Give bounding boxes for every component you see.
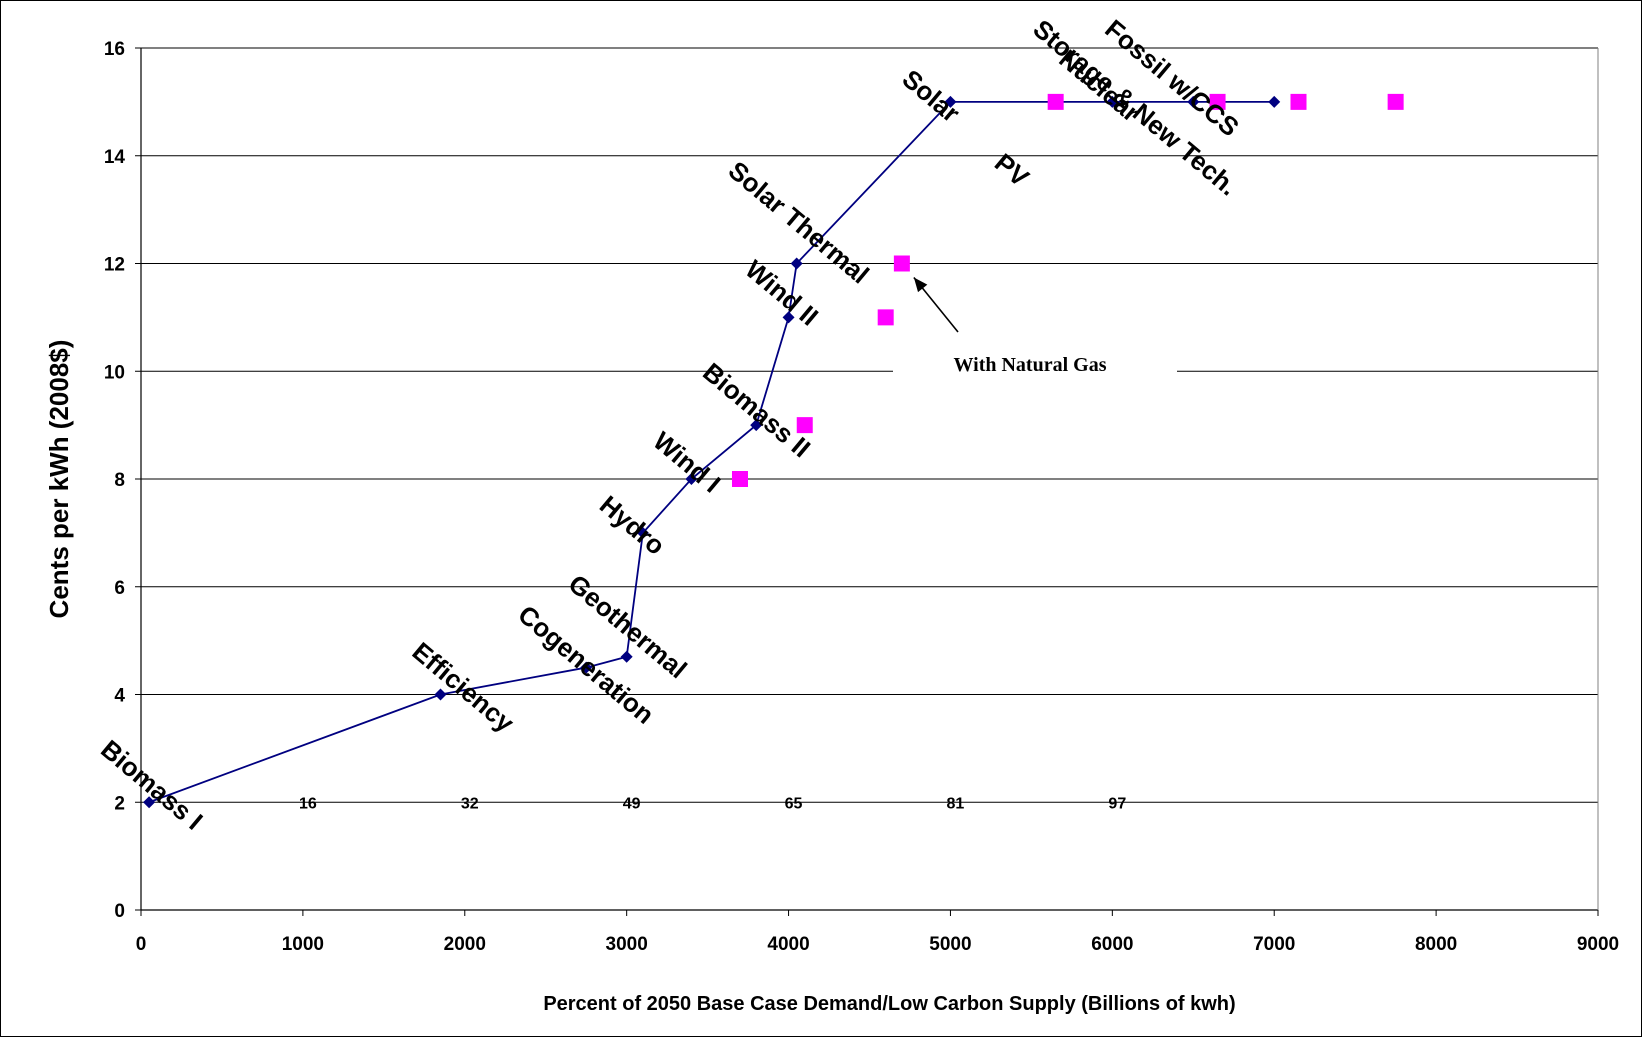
point-label: PV xyxy=(989,147,1035,193)
square-marker xyxy=(893,255,910,272)
square-marker xyxy=(877,309,894,326)
y-axis-title: Cents per kWh (2008$) xyxy=(44,340,74,619)
percent-label: 97 xyxy=(1108,795,1126,812)
y-tick-label: 8 xyxy=(114,470,125,491)
square-marker xyxy=(731,471,748,487)
y-tick-labels: 0 2 4 6 8 10 12 14 16 xyxy=(104,39,126,922)
y-tick-label: 4 xyxy=(114,686,125,707)
y-tick-label: 10 xyxy=(104,362,125,383)
point-label: Wind I xyxy=(648,426,727,499)
y-tick-label: 6 xyxy=(114,578,125,599)
diamond-marker xyxy=(1268,95,1281,108)
annotation: With Natural Gas xyxy=(893,276,1177,384)
y-tick-label: 12 xyxy=(104,255,125,276)
x-tick-label: 1000 xyxy=(282,934,324,955)
diamond-marker xyxy=(434,688,447,701)
diamond-marker xyxy=(685,473,698,485)
x-tick-label: 8000 xyxy=(1415,934,1457,955)
percent-label: 81 xyxy=(947,795,965,812)
diamond-marker xyxy=(620,650,633,663)
square-marker xyxy=(1047,93,1064,110)
y-tick-label: 0 xyxy=(114,901,125,922)
diamond-marker xyxy=(580,661,593,674)
percent-label: 16 xyxy=(299,795,317,812)
diamond-marker xyxy=(1106,95,1119,108)
diamond-marker xyxy=(782,311,795,324)
point-label: Hydro xyxy=(594,489,671,560)
percent-labels: 16 32 49 65 81 97 xyxy=(299,795,1126,812)
x-tick-labels: 0 1000 2000 3000 4000 5000 6000 7000 8000 9000 xyxy=(136,934,1619,955)
axes xyxy=(135,47,1599,916)
point-label: Biomass II xyxy=(697,357,816,464)
y-tick-label: 14 xyxy=(104,147,126,168)
square-marker xyxy=(796,417,813,434)
point-label: Solar xyxy=(897,63,966,128)
y-tick-label: 16 xyxy=(104,39,125,60)
callout-arrowhead xyxy=(913,277,928,293)
series-line xyxy=(148,100,1275,804)
x-tick-label: 6000 xyxy=(1091,934,1133,955)
diamond-marker xyxy=(143,796,156,809)
x-tick-label: 5000 xyxy=(929,934,971,955)
diamond-marker xyxy=(790,257,803,270)
diamond-marker xyxy=(1187,95,1200,108)
x-axis-title: Percent of 2050 Base Case Demand/Low Car… xyxy=(543,993,1235,1015)
y-tick-label: 2 xyxy=(114,793,125,814)
square-marker xyxy=(1387,93,1404,110)
markers xyxy=(143,93,1404,809)
x-tick-label: 3000 xyxy=(606,934,648,955)
x-tick-label: 7000 xyxy=(1253,934,1295,955)
percent-label: 65 xyxy=(785,795,803,812)
diamond-marker xyxy=(750,419,763,432)
gridlines xyxy=(141,47,1598,803)
point-label: Biomass I xyxy=(95,734,208,836)
percent-label: 32 xyxy=(461,795,479,812)
point-labels: Biomass IEfficiencyCogenerationGeotherma… xyxy=(95,13,1245,835)
callout-box xyxy=(893,342,1177,384)
x-tick-label: 2000 xyxy=(444,934,486,955)
x-tick-label: 4000 xyxy=(767,934,809,955)
square-marker xyxy=(1209,93,1226,110)
point-label: Wind II xyxy=(740,254,824,332)
diamond-marker xyxy=(944,95,957,108)
series-lines xyxy=(148,100,1275,804)
x-tick-label: 9000 xyxy=(1577,934,1619,955)
x-tick-label: 0 xyxy=(136,934,147,955)
callout-label: With Natural Gas xyxy=(954,354,1107,376)
diamond-marker xyxy=(636,526,649,539)
square-marker xyxy=(1290,93,1307,110)
percent-label: 49 xyxy=(623,795,641,812)
point-label: Efficiency xyxy=(407,636,521,738)
